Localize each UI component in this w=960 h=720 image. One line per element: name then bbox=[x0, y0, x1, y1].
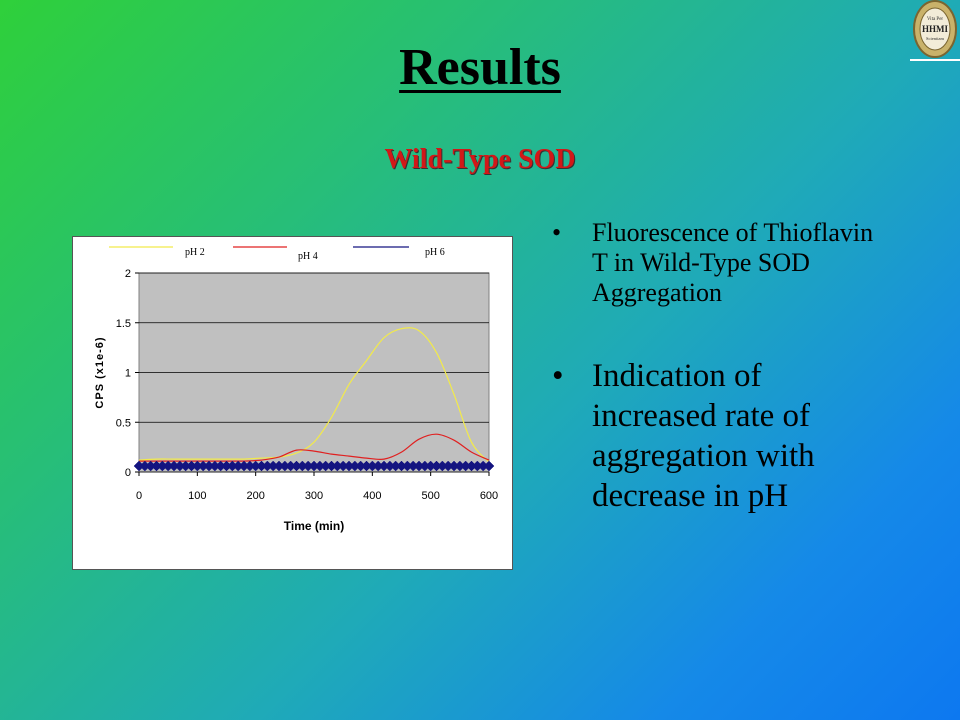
legend-label: pH 2 bbox=[185, 247, 205, 258]
y-tick-label: 1.5 bbox=[116, 318, 131, 330]
x-tick-label: 500 bbox=[421, 490, 439, 502]
svg-text:HHMI: HHMI bbox=[922, 24, 948, 34]
bullet-item: • Indication of increased rate of aggreg… bbox=[552, 356, 882, 516]
x-tick-label: 400 bbox=[363, 490, 381, 502]
y-tick-label: 0.5 bbox=[116, 417, 131, 429]
bullet-text: Fluorescence of Thioflavin T in Wild-Typ… bbox=[592, 218, 874, 307]
x-tick-label: 0 bbox=[136, 490, 142, 502]
y-tick-label: 1 bbox=[125, 368, 131, 380]
line-chart: 0 0.5 1 1.5 2 0 100 200 300 400 500 600 Time (min) CP… bbox=[94, 246, 498, 533]
chart-panel: 0 0.5 1 1.5 2 0 100 200 300 400 500 600 Time (min) CP… bbox=[72, 236, 513, 570]
y-tick-label: 0 bbox=[125, 467, 131, 479]
x-axis-label: Time (min) bbox=[284, 519, 344, 533]
slide-title: Results bbox=[399, 39, 561, 96]
bullet-dot: • bbox=[552, 358, 564, 394]
bullet-item: • Fluorescence of Thioflavin T in Wild-T… bbox=[552, 218, 882, 308]
x-tick-label: 600 bbox=[480, 490, 498, 502]
bullet-dot: • bbox=[552, 218, 562, 247]
y-axis-label: CPS (x1e-6) bbox=[94, 336, 106, 408]
series-line-ph-4 bbox=[139, 433, 490, 462]
svg-text:Scientiam: Scientiam bbox=[926, 36, 944, 41]
legend-label: pH 6 bbox=[425, 247, 445, 258]
hhmi-seal-icon: Vita Per HHMI Scientiam bbox=[913, 0, 957, 58]
logo-underline bbox=[910, 59, 960, 61]
data-point-ph-6 bbox=[483, 460, 495, 472]
svg-text:Vita Per: Vita Per bbox=[927, 17, 944, 22]
x-tick-label: 200 bbox=[246, 490, 264, 502]
slide-subtitle: Wild-Type SOD bbox=[384, 144, 576, 175]
x-tick-label: 100 bbox=[188, 490, 206, 502]
bullet-text: Indication of increased rate of aggregat… bbox=[592, 358, 815, 514]
legend-label: pH 4 bbox=[298, 251, 318, 262]
x-tick-label: 300 bbox=[305, 490, 323, 502]
series-line-ph-2 bbox=[138, 327, 490, 463]
bullet-list: • Fluorescence of Thioflavin T in Wild-T… bbox=[552, 218, 882, 516]
y-tick-label: 2 bbox=[125, 268, 131, 280]
